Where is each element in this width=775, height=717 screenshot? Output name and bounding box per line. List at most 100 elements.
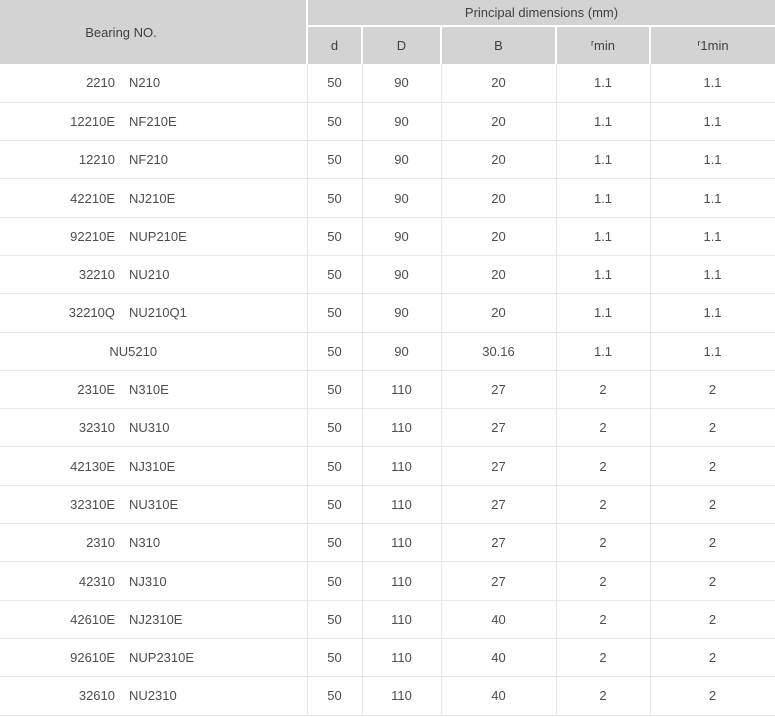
- dim-r1min-cell: 1.1: [650, 64, 775, 103]
- bearing-codes: 32210 NU210: [0, 267, 307, 282]
- bearing-codes: 92210E NUP210E: [0, 229, 307, 244]
- dim-r1min-cell: 2: [650, 561, 775, 601]
- bearing-no-cell: 32210 NU210: [0, 255, 308, 295]
- dim-rmin-cell: 2: [556, 446, 651, 486]
- bearing-codes: 32310 NU310: [0, 420, 307, 435]
- dim-rmin-cell: 2: [556, 676, 651, 716]
- dim-d-cell: 50: [307, 523, 363, 563]
- dim-d-cell: 50: [307, 408, 363, 448]
- dim-D-cell: 110: [362, 485, 442, 525]
- table-header: Bearing NO. Principal dimensions (mm) d …: [0, 0, 775, 64]
- table-row: 32210Q NU210Q1 50 90 20 1.1 1.1: [0, 293, 775, 333]
- dim-D-cell: 110: [362, 446, 442, 486]
- bearing-code-secondary: NU310: [129, 420, 170, 436]
- dim-rmin-cell: 2: [556, 485, 651, 525]
- bearing-no-cell: 12210 NF210: [0, 140, 308, 180]
- bearing-code-secondary: NUP2310E: [129, 650, 195, 666]
- col-header-r1min-label: 1min: [700, 38, 729, 53]
- bearing-no-cell: 32310E NU310E: [0, 485, 308, 525]
- dim-D-cell: 90: [362, 102, 442, 142]
- bearing-code-secondary: NJ310E: [129, 458, 176, 474]
- dim-d-cell: 50: [307, 561, 363, 601]
- bearing-code-primary: 92610E: [70, 650, 115, 666]
- table-row: 12210 NF210 50 90 20 1.1 1.1: [0, 140, 775, 180]
- bearing-code-primary: 32310E: [70, 496, 115, 512]
- dim-rmin-cell: 1.1: [556, 178, 651, 218]
- dim-B-cell: 40: [441, 676, 557, 716]
- dim-D-cell: 90: [362, 140, 442, 180]
- dim-B-cell: 20: [441, 255, 557, 295]
- dim-r1min-cell: 1.1: [650, 293, 775, 333]
- subheader-row: d D B r min r1min: [0, 26, 775, 64]
- bearing-codes: 2210 N210: [0, 75, 307, 90]
- dim-D-cell: 110: [362, 370, 442, 410]
- bearing-code-primary: 32210Q: [68, 305, 115, 321]
- dim-r1min-cell: 1.1: [650, 255, 775, 295]
- dim-d-cell: 50: [307, 446, 363, 486]
- dim-r1min-cell: 1.1: [650, 102, 775, 142]
- bearing-code-secondary: NU2310: [129, 688, 177, 704]
- bearing-code-secondary: NUP210E: [129, 228, 187, 244]
- bearing-code-secondary: NF210E: [129, 113, 177, 129]
- dim-d-cell: 50: [307, 178, 363, 218]
- dim-d-cell: 50: [307, 64, 363, 103]
- table-row: 92210E NUP210E 50 90 20 1.1 1.1: [0, 217, 775, 256]
- dim-d-cell: 50: [307, 485, 363, 525]
- bearing-code-secondary: NJ210E: [129, 190, 176, 206]
- dim-r1min-cell: 2: [650, 446, 775, 486]
- dim-B-cell: 20: [441, 140, 557, 180]
- dim-rmin-cell: 1.1: [556, 217, 651, 256]
- bearing-code-primary: 42310: [78, 573, 115, 589]
- bearing-no-header: Bearing NO.: [0, 0, 308, 64]
- bearing-code-secondary: N310E: [129, 382, 169, 398]
- bearing-code-secondary: NJ2310E: [129, 611, 183, 627]
- bearing-code-primary: 42210E: [70, 190, 115, 206]
- bearing-codes: 32210Q NU210Q1: [0, 305, 307, 320]
- dim-d-cell: 50: [307, 102, 363, 142]
- bearing-no-cell: 32610 NU2310: [0, 676, 308, 716]
- bearing-code-secondary: NJ310: [129, 573, 167, 589]
- dim-B-cell: 27: [441, 408, 557, 448]
- bearing-code-secondary: NU210: [129, 267, 170, 283]
- table-row: 12210E NF210E 50 90 20 1.1 1.1: [0, 102, 775, 142]
- bearing-codes: 32610 NU2310: [0, 688, 307, 703]
- bearing-no-cell: 32210Q NU210Q1: [0, 293, 308, 333]
- bearing-code-secondary: N210: [129, 75, 161, 91]
- col-header-rmin-label: min: [594, 38, 615, 53]
- bearing-no-cell: 12210E NF210E: [0, 102, 308, 142]
- dim-r1min-cell: 1.1: [650, 178, 775, 218]
- dim-r1min-cell: 1.1: [650, 332, 775, 371]
- bearing-code-primary: 42130E: [70, 458, 115, 474]
- table-row: 2310E N310E 50 110 27 2 2: [0, 370, 775, 410]
- dim-D-cell: 110: [362, 600, 442, 639]
- dim-rmin-cell: 2: [556, 600, 651, 639]
- col-header-D: D: [362, 26, 442, 64]
- bearing-code-primary: 2210: [86, 75, 115, 91]
- dim-rmin-cell: 2: [556, 408, 651, 448]
- principal-dimensions-header: Principal dimensions (mm): [307, 0, 775, 27]
- dim-D-cell: 90: [362, 255, 442, 295]
- bearing-codes: 2310 N310: [0, 535, 307, 550]
- bearing-no-cell: 2310E N310E: [0, 370, 308, 410]
- dim-rmin-cell: 2: [556, 370, 651, 410]
- dim-rmin-cell: 1.1: [556, 102, 651, 142]
- dim-rmin-cell: 1.1: [556, 64, 651, 103]
- col-header-d: d: [307, 26, 363, 64]
- dim-r1min-cell: 1.1: [650, 140, 775, 180]
- bearing-code-primary: 42610E: [70, 611, 115, 627]
- col-header-r1min-sup: r: [697, 38, 701, 48]
- col-header-D-label: D: [396, 38, 407, 53]
- dim-D-cell: 90: [362, 64, 442, 103]
- col-header-r1min: r1min: [650, 26, 775, 64]
- bearing-code-primary: 2310E: [77, 382, 115, 398]
- dim-D-cell: 90: [362, 293, 442, 333]
- dim-B-cell: 40: [441, 638, 557, 678]
- bearing-codes: 42210E NJ210E: [0, 191, 307, 206]
- dim-rmin-cell: 1.1: [556, 140, 651, 180]
- dim-r1min-cell: 1.1: [650, 217, 775, 256]
- dim-B-cell: 30.16: [441, 332, 557, 371]
- bearing-codes: 92610E NUP2310E: [0, 650, 307, 665]
- col-header-B: B: [441, 26, 557, 64]
- bearing-code-secondary: N310: [129, 535, 161, 551]
- dim-B-cell: 27: [441, 446, 557, 486]
